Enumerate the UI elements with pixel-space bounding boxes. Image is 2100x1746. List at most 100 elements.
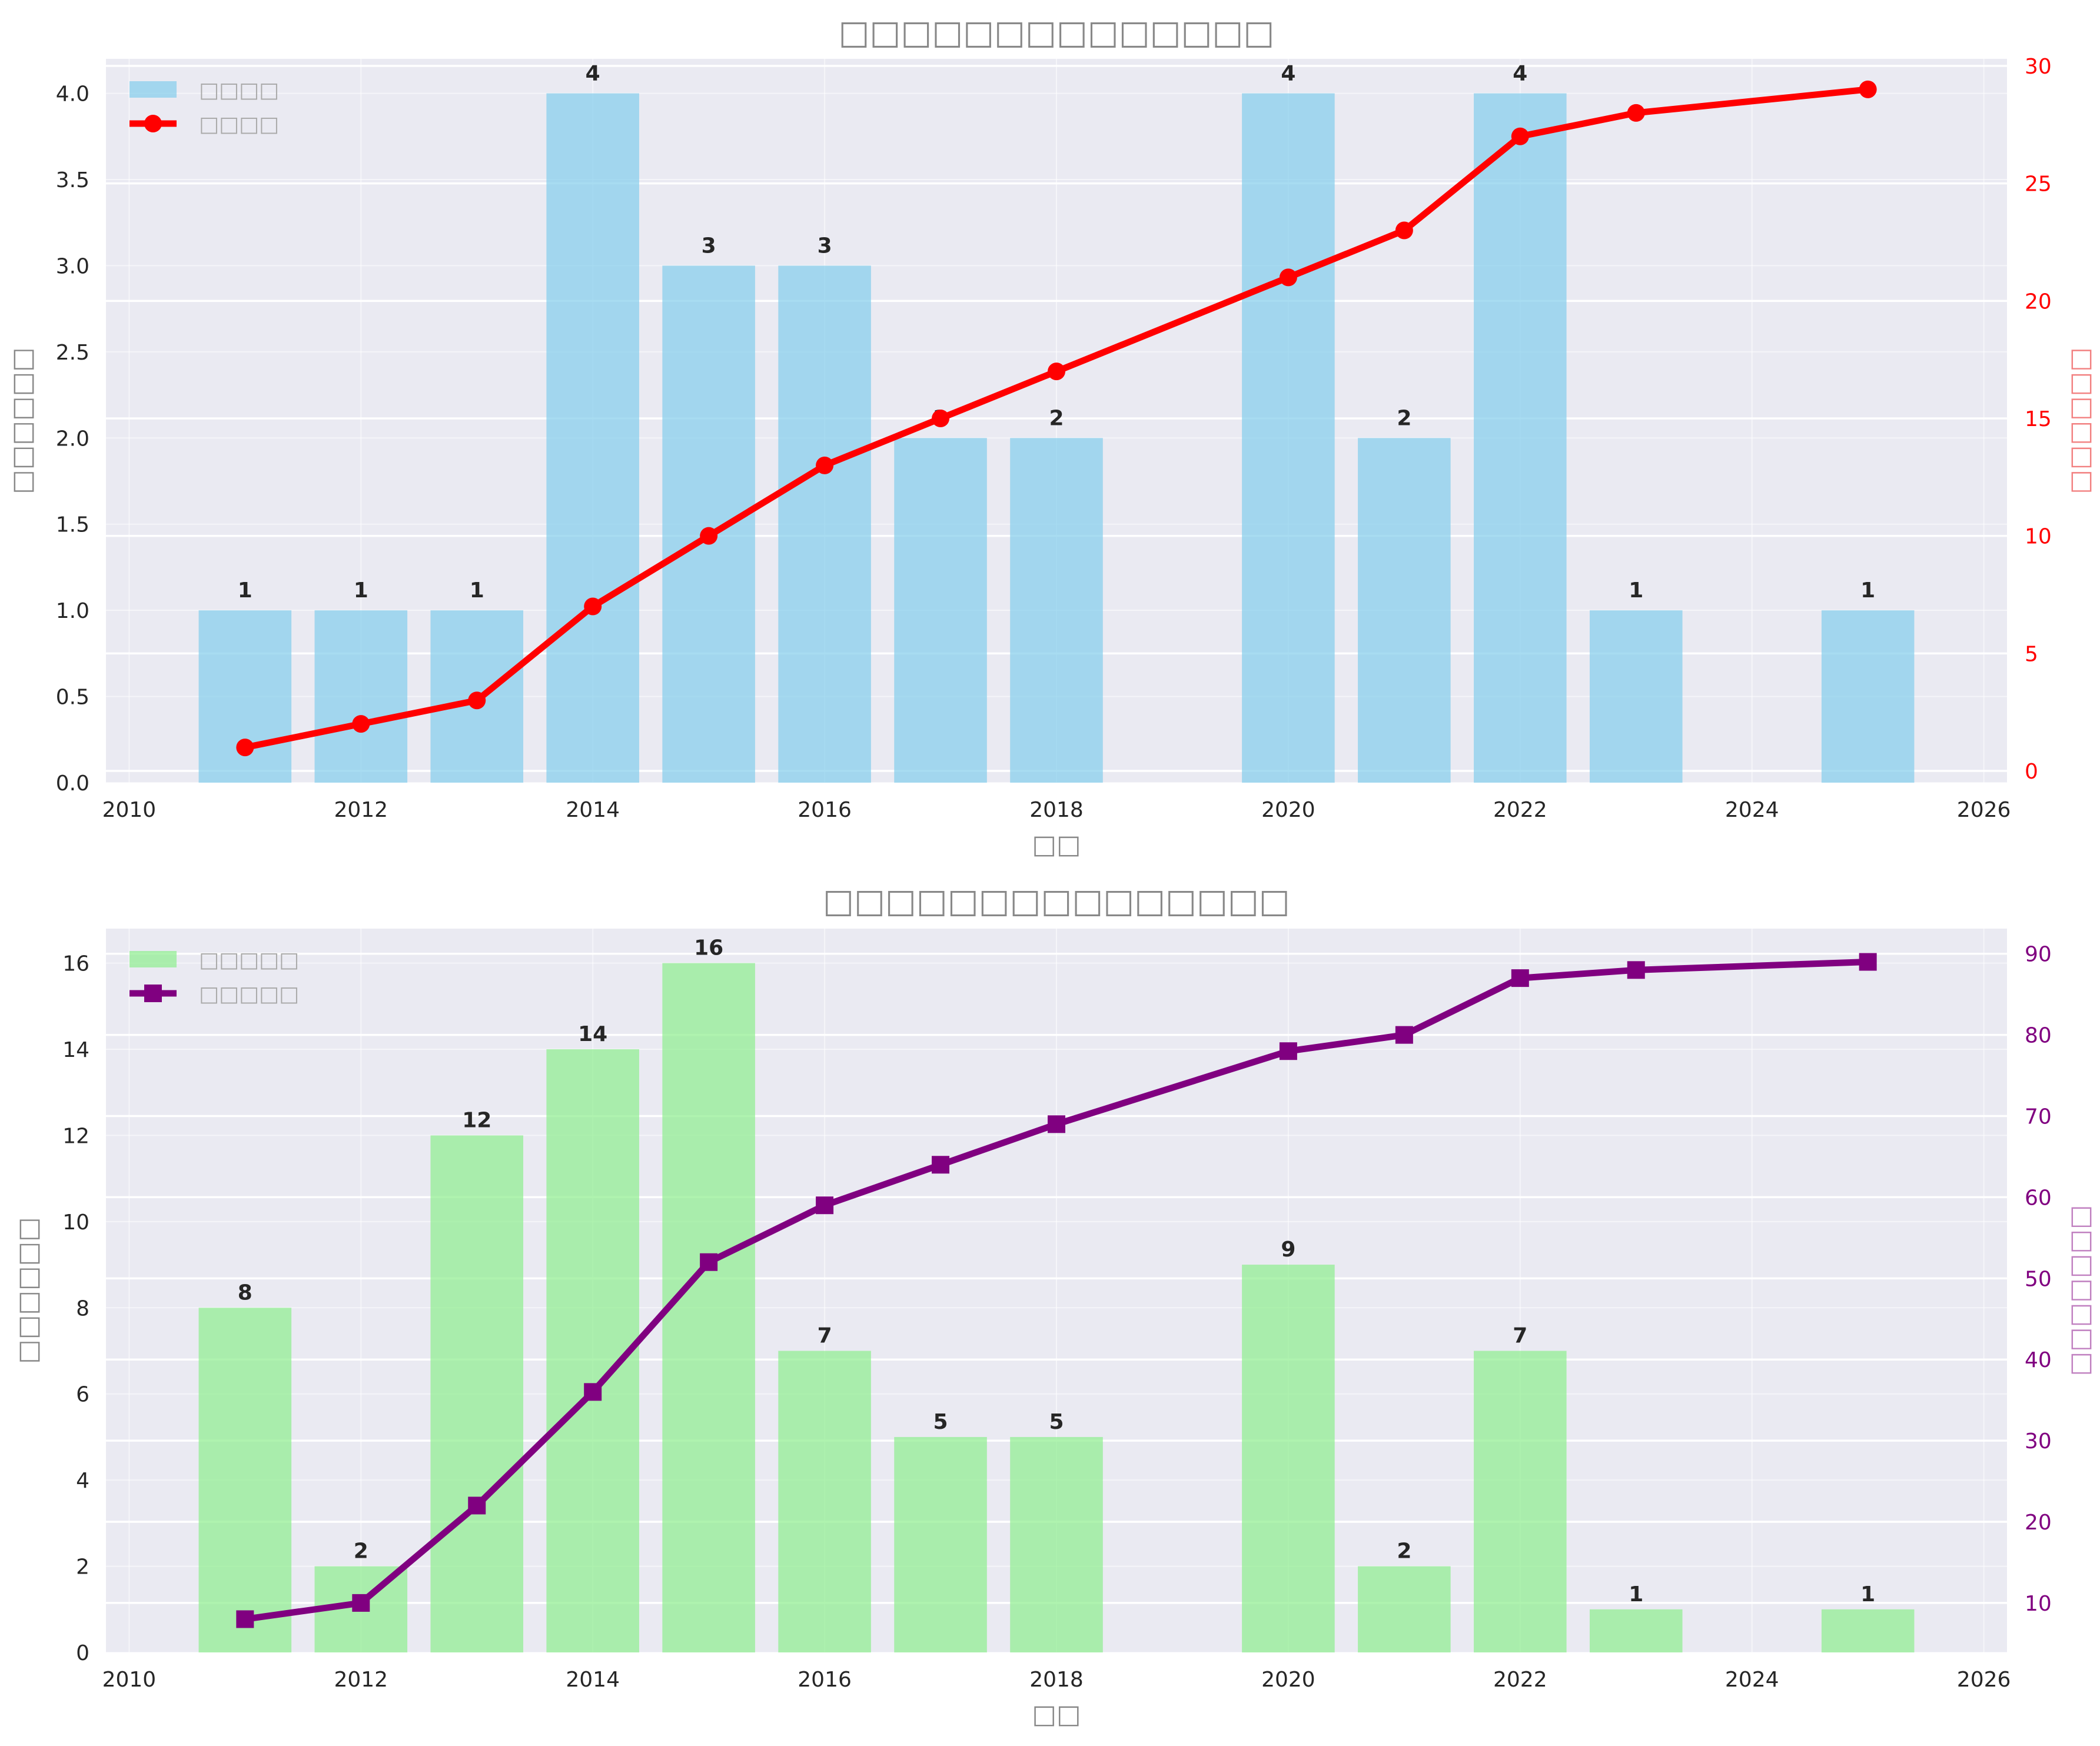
bar-value-label: 2	[1397, 1539, 1411, 1564]
bar-value-label: 9	[1281, 1238, 1295, 1262]
x-tick-label: 2024	[1725, 798, 1779, 822]
line-point-marker	[468, 1496, 486, 1515]
y2-axis-label: □□□□□□	[2068, 347, 2098, 494]
x-tick-label: 2012	[334, 1668, 388, 1692]
bar-value-label: 7	[1513, 1324, 1527, 1348]
y-tick-label: 0.0	[56, 771, 89, 796]
bar-value-label: 5	[1049, 1410, 1064, 1434]
line-point-marker	[700, 1253, 718, 1271]
bar	[1358, 1566, 1451, 1652]
y-tick-label: 10	[62, 1210, 89, 1235]
bar	[198, 610, 292, 783]
bar	[430, 1135, 524, 1652]
line-point-marker	[352, 715, 370, 733]
bar-value-label: 1	[1629, 578, 1643, 603]
y-tick-label: 0.5	[56, 686, 89, 710]
bar-value-label: 1	[1629, 1582, 1643, 1607]
bar	[1242, 1265, 1335, 1652]
bar	[1821, 610, 1915, 783]
bar-value-label: 1	[470, 578, 484, 603]
bar-value-label: 3	[818, 234, 832, 258]
x-tick-label: 2022	[1493, 1668, 1547, 1692]
y2-tick-label: 90	[2025, 943, 2052, 967]
y2-tick-label: 30	[2025, 55, 2052, 79]
legend-line-label: □□□□□	[199, 982, 299, 1006]
legend-line-label: □□□□	[199, 112, 279, 137]
bar-value-label: 4	[1513, 62, 1527, 86]
line-point-marker	[1395, 1026, 1413, 1044]
x-tick-label: 2020	[1261, 1668, 1315, 1692]
line-point-marker	[932, 410, 950, 428]
x-tick-label: 2010	[102, 1668, 157, 1692]
y2-tick-label: 60	[2025, 1186, 2052, 1210]
bar	[546, 1049, 639, 1652]
y-tick-label: 3.0	[56, 254, 89, 278]
line-point-marker	[1627, 104, 1645, 122]
bar	[894, 1436, 987, 1652]
x-axis-label: □□	[1032, 830, 1081, 860]
bar	[198, 1308, 292, 1652]
x-tick-label: 2018	[1029, 798, 1084, 822]
bar-value-label: 2	[354, 1539, 368, 1564]
bar-value-label: 7	[818, 1324, 832, 1348]
y2-tick-label: 5	[2025, 642, 2038, 666]
y-tick-label: 0	[76, 1641, 89, 1665]
bar-value-label: 2	[1397, 406, 1411, 430]
line-point-marker	[352, 1594, 370, 1612]
bar	[662, 265, 755, 783]
y-tick-label: 6	[76, 1383, 89, 1407]
bar-value-label: 4	[1281, 62, 1295, 86]
bar-value-label: 14	[578, 1022, 607, 1046]
bar-value-label: 5	[933, 1410, 948, 1434]
line-point-marker	[1048, 362, 1065, 381]
bar-value-label: 1	[1860, 578, 1875, 603]
y-tick-label: 2.5	[56, 341, 89, 365]
line-point-marker	[1859, 80, 1877, 98]
bar-value-label: 16	[694, 936, 723, 960]
legend-line-marker	[144, 985, 162, 1002]
x-tick-label: 2018	[1029, 1668, 1084, 1692]
legend-bar-label: □□□□	[199, 78, 279, 102]
y2-tick-label: 10	[2025, 1592, 2052, 1616]
line-point-marker	[932, 1156, 950, 1174]
y2-tick-label: 15	[2025, 407, 2052, 431]
x-tick-label: 2020	[1261, 798, 1315, 822]
line-point-marker	[1395, 221, 1413, 240]
bar	[1474, 93, 1567, 783]
line-point-marker	[584, 1383, 602, 1401]
y2-tick-label: 80	[2025, 1024, 2052, 1048]
line-point-marker	[236, 1610, 254, 1628]
x-tick-label: 2026	[1957, 1668, 2011, 1692]
line-point-marker	[1279, 268, 1297, 287]
line-point-marker	[1279, 1042, 1297, 1060]
legend-bar-label: □□□□□	[199, 948, 299, 972]
bar-value-label: 2	[1049, 406, 1064, 430]
y-tick-label: 1.0	[56, 599, 89, 623]
x-tick-label: 2010	[102, 798, 157, 822]
bar	[1589, 1609, 1683, 1652]
x-tick-label: 2016	[798, 798, 852, 822]
y2-tick-label: 20	[2025, 290, 2052, 314]
legend-line-marker	[144, 115, 162, 132]
line-point-marker	[1627, 961, 1645, 979]
y-tick-label: 2	[76, 1555, 89, 1579]
line-point-marker	[468, 691, 486, 710]
bar	[1358, 438, 1451, 783]
bar-value-label: 1	[238, 578, 252, 603]
bar	[1010, 1436, 1103, 1652]
line-point-marker	[1859, 953, 1877, 971]
bar-value-label: 3	[702, 234, 716, 258]
y-tick-label: 14	[62, 1038, 89, 1062]
y2-tick-label: 50	[2025, 1267, 2052, 1291]
y2-axis-label: □□□□□□□	[2068, 1205, 2098, 1376]
bar-value-label: 1	[354, 578, 368, 603]
bar	[1821, 1609, 1915, 1652]
bar	[1589, 610, 1683, 783]
line-point-marker	[1511, 969, 1529, 987]
line-point-marker	[816, 456, 834, 474]
y2-tick-label: 30	[2025, 1429, 2052, 1454]
legend-bar-swatch	[129, 81, 177, 98]
bar	[546, 93, 639, 783]
